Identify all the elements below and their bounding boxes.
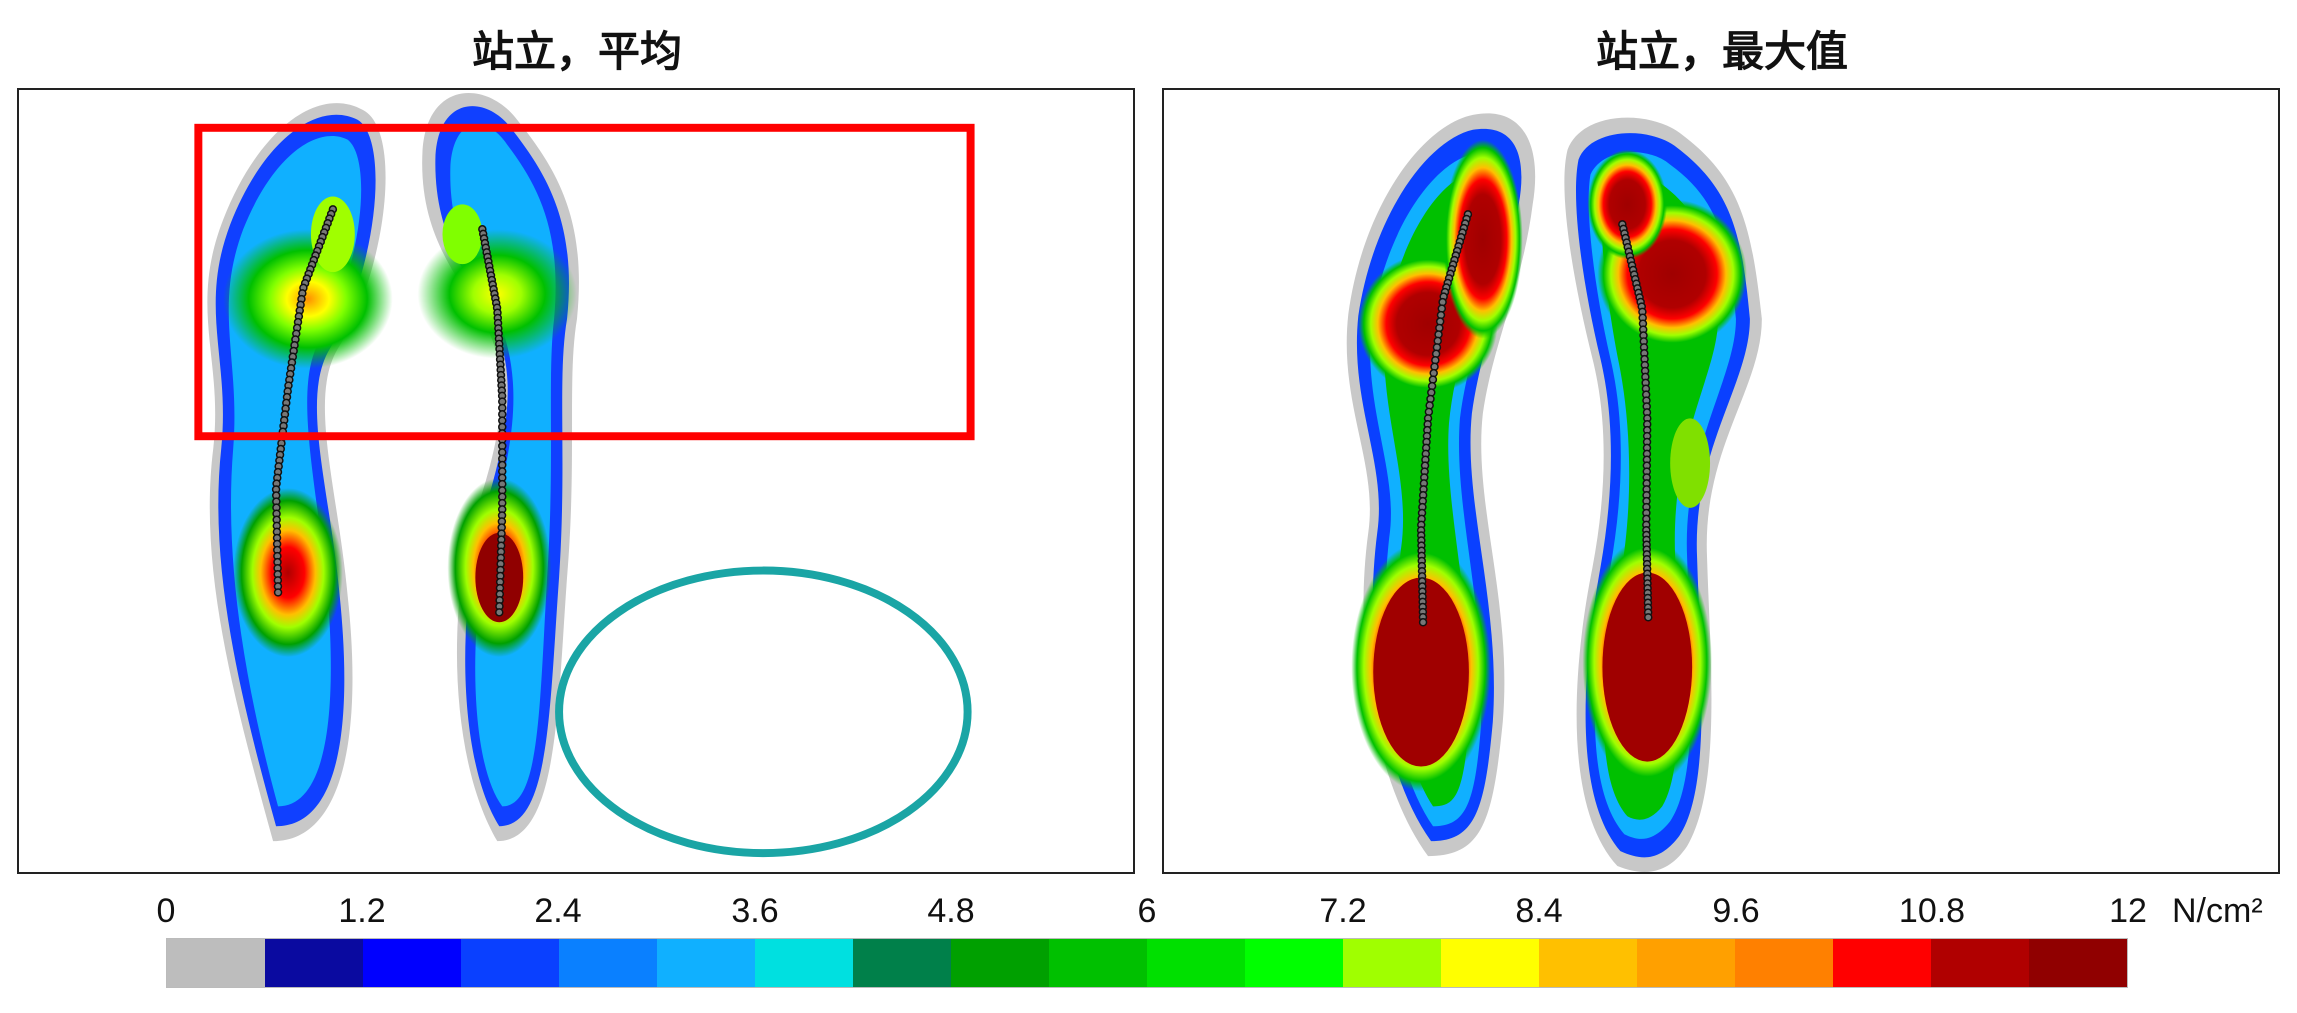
cop-point bbox=[495, 608, 504, 617]
colorbar-swatch bbox=[1931, 939, 2029, 987]
average-pressure-plot bbox=[194, 92, 975, 858]
left-panel-title: 站立，平均 bbox=[471, 27, 682, 76]
colorbar-swatch bbox=[1245, 939, 1343, 987]
colorbar-swatch bbox=[167, 939, 265, 987]
right-cop-trail bbox=[478, 225, 507, 617]
colorbar-swatch bbox=[1833, 939, 1931, 987]
colorbar-swatch bbox=[559, 939, 657, 987]
colorbar-tick-label: 2.4 bbox=[534, 892, 582, 930]
colorbar-tick-label: 6 bbox=[1137, 892, 1157, 930]
colorbar-swatch bbox=[1441, 939, 1539, 987]
colorbar-swatch bbox=[951, 939, 1049, 987]
colorbar-tick-label: 1.2 bbox=[338, 892, 386, 930]
heel-highlight-ellipse bbox=[555, 566, 972, 858]
colorbar-tick-label: 9.6 bbox=[1712, 892, 1760, 930]
colorbar-swatch bbox=[755, 939, 853, 987]
maximum-pressure-heatmap bbox=[1162, 88, 2280, 874]
right-foot-average bbox=[417, 92, 579, 842]
left-foot-maximum bbox=[1346, 113, 1536, 857]
left-foot-average bbox=[207, 103, 393, 842]
pressure-colorbar bbox=[166, 938, 2128, 988]
colorbar-swatch bbox=[1147, 939, 1245, 987]
right-foot-maximum bbox=[1564, 117, 1762, 872]
left-cop-trail-maximum bbox=[1416, 210, 1473, 627]
colorbar-swatch bbox=[853, 939, 951, 987]
cop-point bbox=[273, 588, 283, 597]
right-cop-trail-maximum bbox=[1618, 220, 1653, 622]
colorbar-tick-label: 0 bbox=[156, 892, 176, 930]
colorbar-tick-label: 3.6 bbox=[731, 892, 779, 930]
cop-point bbox=[1418, 618, 1428, 627]
colorbar-swatch bbox=[1049, 939, 1147, 987]
colorbar-tick-label: 8.4 bbox=[1515, 892, 1563, 930]
colorbar-tick-label: 10.8 bbox=[1898, 892, 1966, 930]
cop-point bbox=[1644, 613, 1653, 622]
colorbar-swatch bbox=[265, 939, 363, 987]
colorbar-tick-label: 7.2 bbox=[1319, 892, 1367, 930]
colorbar-swatch bbox=[1539, 939, 1637, 987]
colorbar-swatch bbox=[1343, 939, 1441, 987]
right-panel-title: 站立，最大值 bbox=[1595, 27, 1848, 76]
colorbar-swatch bbox=[461, 939, 559, 987]
average-pressure-heatmap bbox=[17, 88, 1135, 874]
colorbar-swatch bbox=[1735, 939, 1833, 987]
colorbar-swatch bbox=[2029, 939, 2127, 987]
colorbar-swatch bbox=[657, 939, 755, 987]
colorbar-tick-label: 12 bbox=[2109, 892, 2147, 930]
colorbar-swatch bbox=[363, 939, 461, 987]
colorbar-unit-label: N/cm² bbox=[2172, 892, 2263, 930]
colorbar-swatch bbox=[1637, 939, 1735, 987]
colorbar-tick-label: 4.8 bbox=[927, 892, 975, 930]
maximum-pressure-plot bbox=[1346, 113, 1762, 872]
forefoot-highlight-rectangle bbox=[194, 123, 975, 441]
